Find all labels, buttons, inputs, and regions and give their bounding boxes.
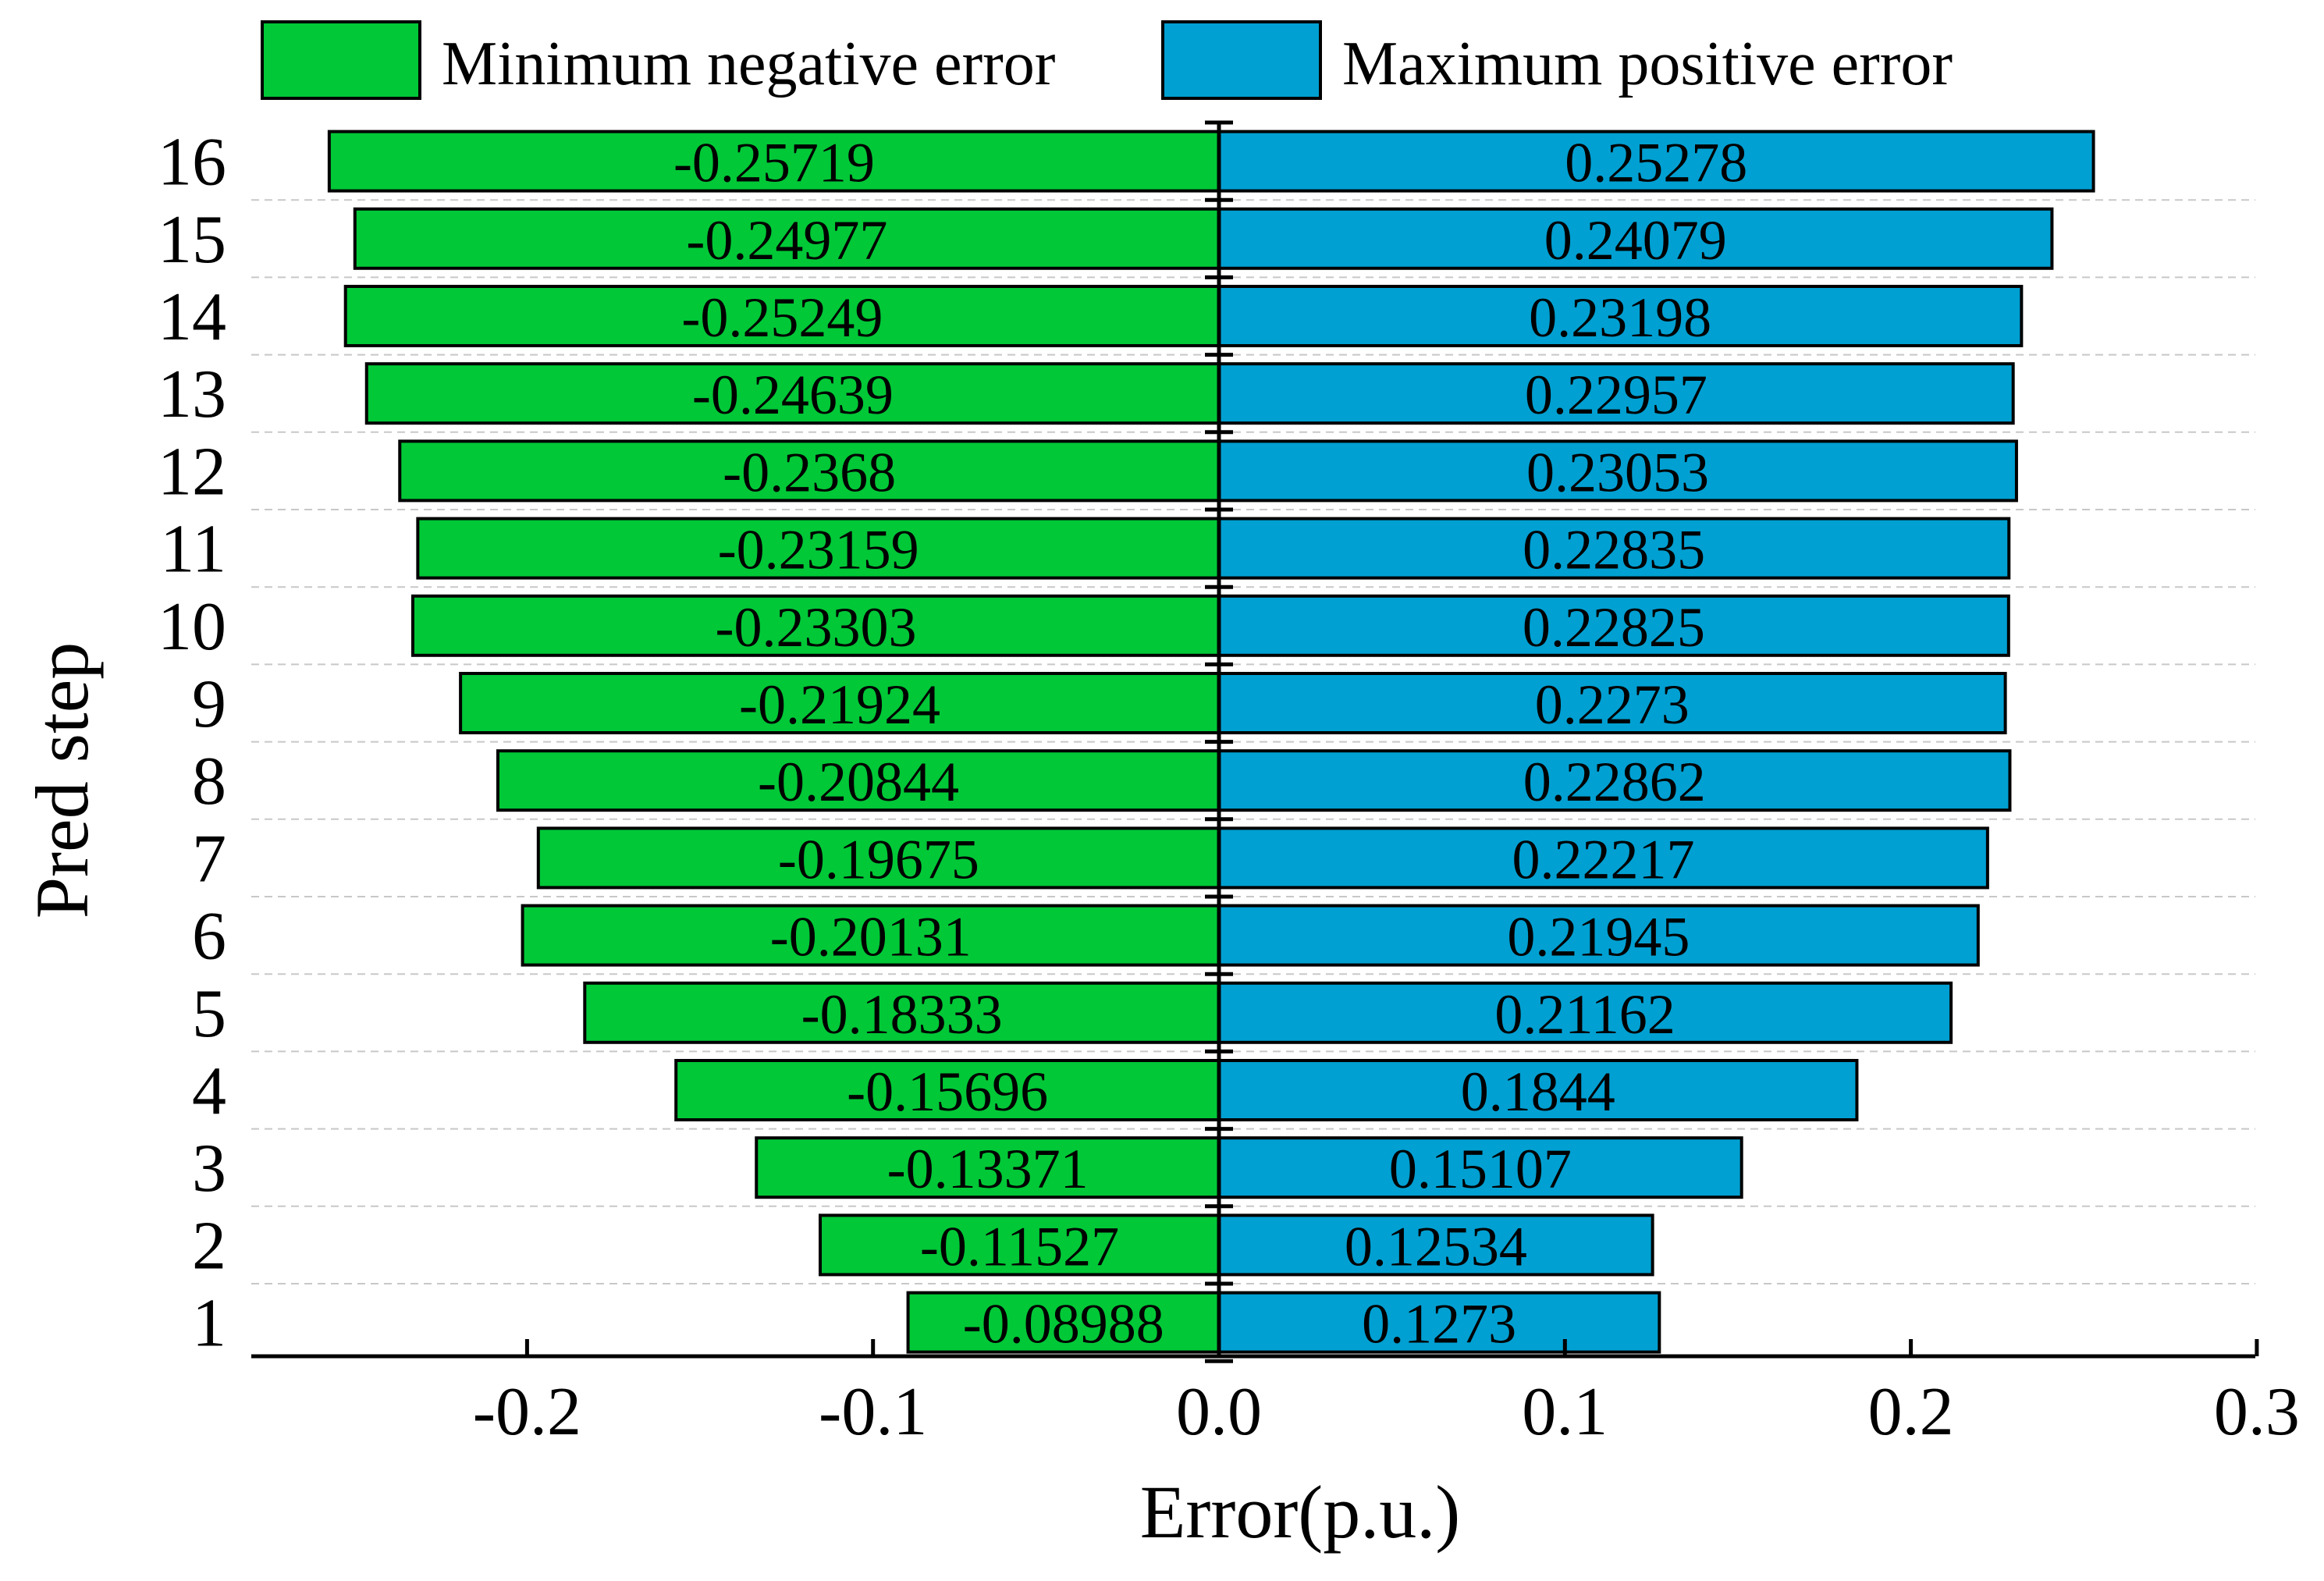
data-labels: -0.08988 0.1273 -0.11527 0.12534 -0.13371 0.1… <box>673 132 1747 1355</box>
data-label-negative: -0.15696 <box>847 1061 1048 1123</box>
bar-negative-step-10 <box>410 594 1221 657</box>
data-label-positive: 0.23198 <box>1529 286 1711 349</box>
y-tick-label: 6 <box>192 899 226 975</box>
data-label-positive: 0.12534 <box>1345 1215 1527 1277</box>
data-label-positive: 0.21945 <box>1507 906 1690 968</box>
bar-positive-step-14 <box>1217 285 2024 347</box>
data-label-negative: -0.2368 <box>723 441 896 503</box>
bar-negative-step-14 <box>343 285 1221 347</box>
y-tick-label: 2 <box>192 1208 226 1284</box>
y-tick-label: 15 <box>158 202 226 278</box>
data-label-positive: 0.25278 <box>1565 132 1747 194</box>
legend: Minimum negative error Maximum positive e… <box>261 20 1953 100</box>
bar-positive-step-9 <box>1217 672 2007 734</box>
bars <box>327 130 2095 1354</box>
y-tick-label: 16 <box>158 125 226 201</box>
y-axis-title: Pred step <box>20 642 104 919</box>
legend-item-positive-label: Maximum positive error <box>1342 30 1953 98</box>
bar-negative-step-11 <box>416 517 1221 580</box>
x-tick-label: 0.1 <box>1522 1374 1608 1450</box>
y-tick-label: 11 <box>160 512 226 588</box>
y-tick-label: 3 <box>192 1131 226 1206</box>
y-tick-label: 12 <box>158 434 226 510</box>
bar-positive-step-12 <box>1217 439 2018 503</box>
bar-negative-step-2 <box>819 1213 1221 1277</box>
bar-positive-step-8 <box>1217 749 2012 812</box>
grid-lines <box>251 199 2255 1284</box>
bar-negative-step-15 <box>353 207 1221 270</box>
data-label-negative: -0.08988 <box>963 1293 1164 1355</box>
bar-positive-step-6 <box>1217 904 1980 967</box>
legend-item-positive-swatch <box>1161 20 1322 100</box>
x-tick-label: -0.2 <box>473 1374 581 1450</box>
data-label-negative: -0.18333 <box>801 983 1003 1046</box>
x-tick-label: -0.1 <box>819 1374 927 1450</box>
bar-positive-step-11 <box>1217 517 2011 580</box>
x-tick-label: 0.0 <box>1176 1374 1262 1450</box>
bar-positive-step-7 <box>1217 826 1989 890</box>
data-label-negative: -0.25719 <box>673 132 875 194</box>
y-tick-label: 7 <box>192 821 226 897</box>
data-label-positive: 0.22825 <box>1523 596 1705 659</box>
bar-negative-step-9 <box>459 672 1221 734</box>
y-tick-label: 1 <box>192 1286 226 1362</box>
bar-positive-step-16 <box>1217 130 2095 193</box>
bar-negative-step-5 <box>583 981 1221 1044</box>
y-tick-label: 4 <box>192 1053 226 1129</box>
bar-negative-step-3 <box>755 1136 1221 1199</box>
data-label-negative: -0.21924 <box>739 673 940 736</box>
x-tick-label: 0.2 <box>1868 1374 1954 1450</box>
data-label-negative: -0.20131 <box>770 906 972 968</box>
data-label-negative: -0.20844 <box>758 751 959 813</box>
x-tick-label: 0.3 <box>2214 1374 2300 1450</box>
data-label-positive: 0.22957 <box>1525 364 1707 426</box>
bar-negative-step-8 <box>496 749 1221 812</box>
data-label-positive: 0.2273 <box>1535 673 1690 736</box>
bar-negative-step-6 <box>521 904 1221 967</box>
data-label-negative: -0.19675 <box>778 828 979 890</box>
bar-positive-step-13 <box>1217 362 2015 425</box>
data-label-negative: -0.24639 <box>692 364 894 426</box>
data-label-positive: 0.15107 <box>1389 1138 1572 1200</box>
data-label-negative: -0.23303 <box>715 596 916 659</box>
y-tick-label: 14 <box>158 279 226 355</box>
bar-negative-step-4 <box>674 1059 1221 1121</box>
legend-item-negative-swatch <box>261 20 421 100</box>
data-label-positive: 0.22835 <box>1523 519 1705 581</box>
bar-positive-step-4 <box>1217 1059 1859 1121</box>
data-label-negative: -0.24977 <box>686 209 887 272</box>
data-label-positive: 0.24079 <box>1544 209 1727 272</box>
data-label-positive: 0.21162 <box>1494 983 1675 1046</box>
data-label-negative: -0.11527 <box>920 1215 1119 1277</box>
data-label-negative: -0.25249 <box>681 286 883 349</box>
data-label-positive: 0.22217 <box>1512 828 1694 890</box>
data-label-negative: -0.13371 <box>887 1138 1089 1200</box>
bar-negative-step-7 <box>536 826 1221 890</box>
data-label-negative: -0.23159 <box>718 519 919 581</box>
y-tick-label: 10 <box>158 589 226 665</box>
x-axis-title: Error(p.u.) <box>1140 1470 1460 1554</box>
data-label-positive: 0.23053 <box>1526 441 1709 503</box>
y-tick-label: 8 <box>192 744 226 819</box>
y-tick-label: 5 <box>192 976 226 1052</box>
bar-positive-step-15 <box>1217 207 2054 270</box>
data-label-positive: 0.1273 <box>1362 1293 1516 1355</box>
data-label-positive: 0.1844 <box>1461 1061 1615 1123</box>
y-tick-label: 13 <box>158 357 226 432</box>
y-tick-label: 9 <box>192 666 226 742</box>
data-label-positive: 0.22862 <box>1523 751 1706 813</box>
bar-negative-step-13 <box>364 362 1221 425</box>
legend-item-negative-label: Minimum negative error <box>442 30 1055 98</box>
